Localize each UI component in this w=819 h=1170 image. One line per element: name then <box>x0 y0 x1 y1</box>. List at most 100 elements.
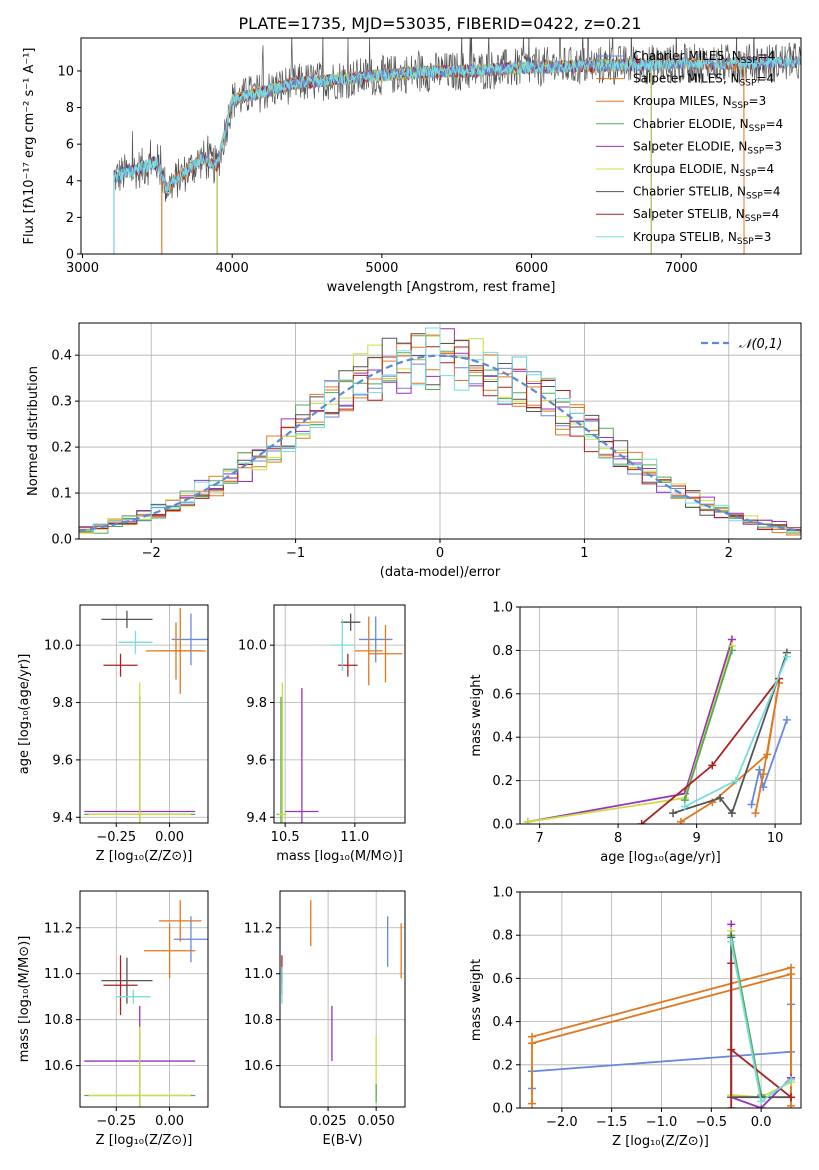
x-tick-label: 0.00 <box>155 1114 184 1129</box>
x-axis-label: (data-model)/error <box>380 565 501 580</box>
x-tick-label: 8 <box>614 831 622 846</box>
weight-marker <box>787 1075 796 1084</box>
y-tick-label: 11.2 <box>44 921 73 936</box>
weight-series-line <box>683 650 733 801</box>
legend-subscript: SSP <box>740 169 757 179</box>
data-point <box>103 955 138 1016</box>
axes-frame <box>519 891 802 1109</box>
legend-value: =4 <box>762 207 780 221</box>
weight-marker <box>782 652 791 661</box>
weight-marker <box>731 776 740 785</box>
legend-value: =3 <box>764 139 782 153</box>
x-tick-label: 4000 <box>216 261 249 276</box>
x-axis-label: E(B-V) <box>322 1133 362 1148</box>
x-axis-label: Z [log₁₀(Z/Z⊙)] <box>612 1134 709 1149</box>
legend-value: =3 <box>749 94 767 108</box>
weight-marker <box>759 770 768 779</box>
legend-label: Kroupa STELIB, NSSP=3 <box>633 230 771 247</box>
y-axis-label: mass weight <box>469 674 484 756</box>
plot-area <box>523 635 791 824</box>
data-point <box>116 989 151 1004</box>
plot-area <box>527 920 796 1108</box>
legend-label: Salpeter MILES, NSSP=4 <box>633 72 774 89</box>
data-point <box>354 616 383 686</box>
y-tick-label: 0 <box>66 248 74 263</box>
plot-area <box>281 900 402 1103</box>
weight-marker <box>637 820 646 824</box>
axes-frame <box>273 604 406 824</box>
y-tick-label: 0.8 <box>492 929 513 944</box>
legend-subscript: SSP <box>747 146 764 156</box>
y-tick-label: 9.8 <box>52 696 73 711</box>
weight-series-line <box>531 972 792 1104</box>
plot-area <box>276 613 403 823</box>
legend-value: =4 <box>763 185 781 199</box>
data-point <box>340 613 361 631</box>
legend-subscript: SSP <box>732 101 749 111</box>
plot-area <box>79 327 801 537</box>
y-tick-label: 9.4 <box>52 811 73 826</box>
x-tick-label: −1 <box>286 546 305 561</box>
spectrum-series-8 <box>113 55 801 254</box>
weight-marker <box>757 1097 766 1106</box>
x-tick-label: 3000 <box>66 261 99 276</box>
y-tick-label: 9.6 <box>246 753 267 768</box>
legend-label: Chabrier STELIB, NSSP=4 <box>633 185 781 202</box>
weight-marker <box>680 802 689 811</box>
y-axis-label: mass [log₁₀(M/M⊙)] <box>17 936 32 1063</box>
y-tick-label: 0.4 <box>51 349 72 364</box>
y-axis-label: Normed distribution <box>26 366 41 496</box>
x-tick-label: 7000 <box>665 261 698 276</box>
weight-marker <box>716 793 725 802</box>
y-tick-label: 1.0 <box>492 601 513 616</box>
data-point <box>101 957 153 1004</box>
y-axis-label: Flux [fλ10⁻¹⁷ erg cm⁻² s⁻¹ A⁻¹] <box>22 48 37 245</box>
data-point <box>331 619 354 671</box>
x-tick-label: −0.25 <box>96 1114 136 1129</box>
y-tick-label: 0.2 <box>492 1058 513 1073</box>
x-axis-label: mass [log₁₀(M/M⊙)] <box>276 849 403 864</box>
axes-frame <box>78 322 802 540</box>
axes-frame <box>79 890 209 1108</box>
data-point <box>173 916 208 963</box>
x-tick-label: 0.0 <box>751 1115 772 1130</box>
x-axis-label: wavelength [Angstrom, rest frame] <box>327 280 556 295</box>
data-point <box>359 616 393 663</box>
plot-area <box>84 900 208 1107</box>
x-tick-label: −2.0 <box>546 1115 578 1130</box>
y-tick-label: 0.4 <box>492 731 513 746</box>
legend-label: Kroupa MILES, NSSP=3 <box>633 94 766 111</box>
legend-label: Kroupa ELODIE, NSSP=4 <box>633 162 774 179</box>
data-point <box>144 923 196 979</box>
data-point <box>338 653 358 677</box>
legend-value: =4 <box>756 72 774 86</box>
y-tick-label: 10.6 <box>44 1059 73 1074</box>
weight-marker <box>787 1093 796 1102</box>
y-tick-label: 0.0 <box>492 1102 513 1117</box>
x-tick-label: 2 <box>725 546 733 561</box>
data-point <box>368 625 403 683</box>
weight-series-line <box>527 645 733 823</box>
weight-marker <box>787 1101 796 1108</box>
weight-marker <box>708 761 717 770</box>
weight-marker <box>751 809 760 818</box>
y-tick-label: 11.0 <box>244 967 273 982</box>
legend-label: Chabrier ELODIE, NSSP=4 <box>633 117 783 134</box>
age-vs-metallicity-panel: −0.25 0.00 9.4 9.6 9.8 10.0 Z [log₁₀(Z/Z⊙)] age… <box>17 604 209 864</box>
legend-value: =4 <box>756 162 774 176</box>
data-point <box>88 1026 191 1107</box>
y-tick-label: 10.0 <box>44 639 73 654</box>
y-tick-label: 0.0 <box>492 818 513 833</box>
age-vs-mass-panel: 10.5 11.0 9.4 9.6 9.8 10.0 mass [log₁₀(M/M⊙)] <box>238 604 406 864</box>
spectrum-panel: 3000 4000 5000 6000 7000 0 2 4 6 8 10 wavelength [A… <box>22 37 802 295</box>
y-tick-label: 10.6 <box>244 1059 273 1074</box>
legend-label: Salpeter ELODIE, NSSP=3 <box>633 139 782 156</box>
weight-marker <box>523 817 532 824</box>
weight-series-line <box>672 652 788 815</box>
y-tick-label: 9.4 <box>246 811 267 826</box>
data-point <box>103 653 138 677</box>
y-axis-label: mass weight <box>469 959 484 1041</box>
axes-frame <box>79 604 209 824</box>
plot-area <box>113 38 801 254</box>
